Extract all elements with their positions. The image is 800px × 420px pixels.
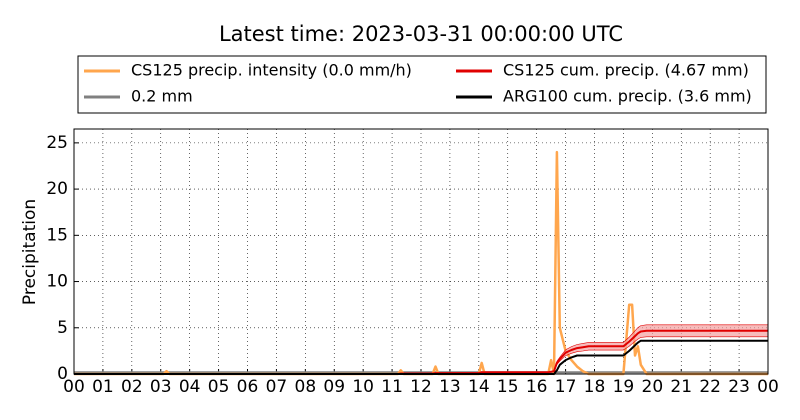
x-tick-label: 00 xyxy=(63,377,85,397)
legend-label: ARG100 cum. precip. (3.6 mm) xyxy=(503,87,752,106)
x-tick-label: 12 xyxy=(410,377,432,397)
x-tick-label: 18 xyxy=(584,377,606,397)
chart-title: Latest time: 2023-03-31 00:00:00 UTC xyxy=(219,22,623,46)
x-tick-label: 08 xyxy=(295,377,317,397)
y-tick-label: 0 xyxy=(57,364,68,384)
y-tick-label: 10 xyxy=(46,272,68,292)
x-tick-label: 07 xyxy=(266,377,288,397)
x-tick-label: 16 xyxy=(526,377,548,397)
x-tick-label: 15 xyxy=(497,377,519,397)
y-tick-label: 20 xyxy=(46,179,68,199)
x-tick-label: 19 xyxy=(613,377,635,397)
x-tick-label: 21 xyxy=(670,377,692,397)
x-tick-label: 23 xyxy=(728,377,750,397)
plot-frame xyxy=(73,128,769,375)
y-tick-label: 5 xyxy=(57,318,68,338)
y-tick-label: 25 xyxy=(46,133,68,153)
legend-label: CS125 cum. precip. (4.67 mm) xyxy=(503,61,749,80)
legend-box xyxy=(77,55,767,114)
x-tick-label: 20 xyxy=(642,377,664,397)
y-tick-label: 15 xyxy=(46,225,68,245)
x-tick-label: 03 xyxy=(150,377,172,397)
x-tick-label: 01 xyxy=(92,377,114,397)
legend-label: 0.2 mm xyxy=(131,87,193,106)
x-tick-label: 13 xyxy=(439,377,461,397)
x-tick-label: 17 xyxy=(555,377,577,397)
legend-label: CS125 precip. intensity (0.0 mm/h) xyxy=(131,61,412,80)
x-tick-label: 00 xyxy=(757,377,779,397)
series-line xyxy=(74,150,768,376)
y-axis-label: Precipitation xyxy=(20,199,40,305)
x-tick-label: 09 xyxy=(323,377,345,397)
x-tick-label: 06 xyxy=(237,377,259,397)
x-tick-label: 02 xyxy=(121,377,143,397)
x-tick-label: 05 xyxy=(208,377,230,397)
x-tick-label: 04 xyxy=(179,377,201,397)
x-tick-label: 22 xyxy=(699,377,721,397)
x-tick-label: 11 xyxy=(381,377,403,397)
x-tick-label: 14 xyxy=(468,377,490,397)
x-tick-label: 10 xyxy=(352,377,374,397)
